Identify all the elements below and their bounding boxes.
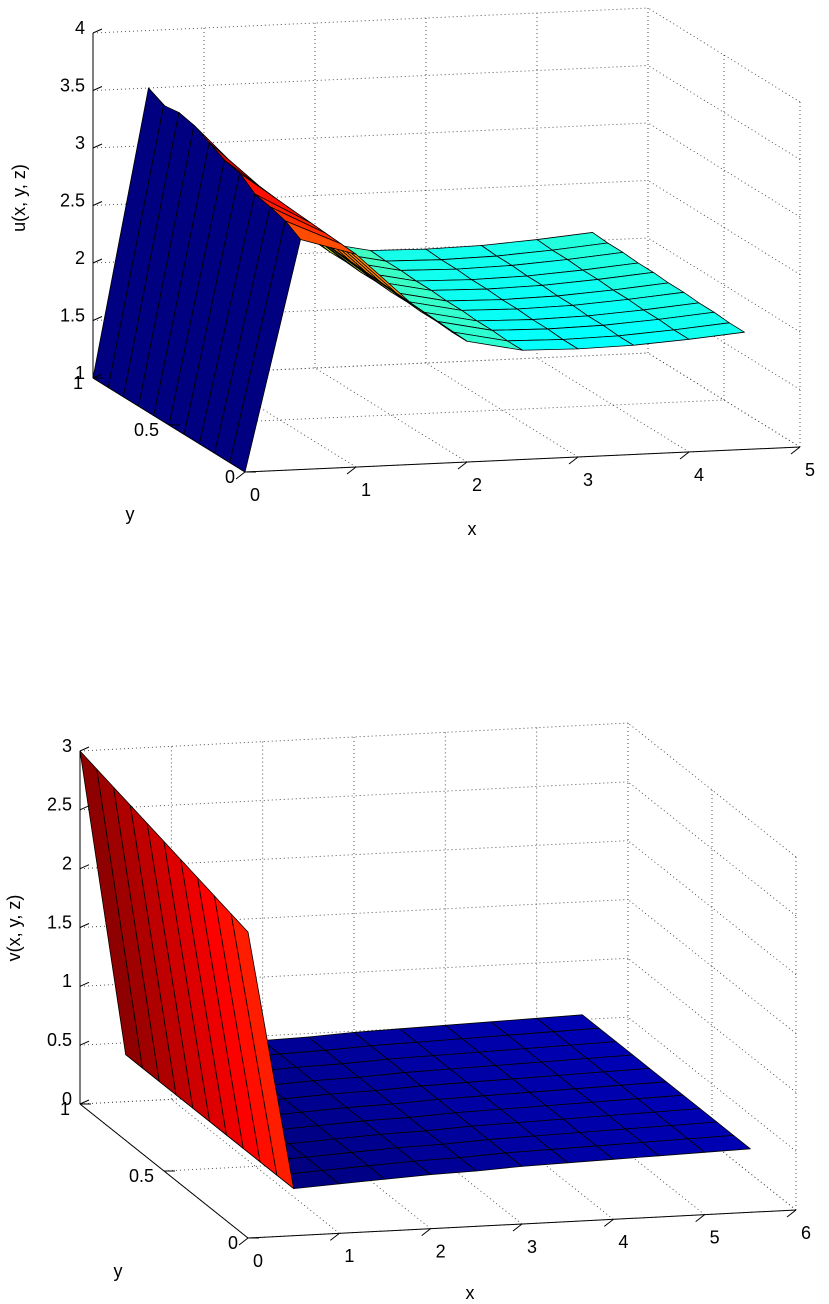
- x-tick-label: 2: [472, 475, 482, 495]
- x-tick: [695, 1214, 705, 1223]
- grid-line: [92, 65, 649, 91]
- axis-line: [244, 446, 801, 473]
- z-tick: [92, 28, 103, 34]
- y-tick-label: 1: [73, 373, 83, 393]
- x-tick-label: 6: [801, 1223, 811, 1243]
- x-tick-label: 0: [253, 1251, 263, 1271]
- grid-line: [314, 367, 468, 463]
- y-tick-label: 1: [60, 1099, 70, 1119]
- y-tick-label: 0.5: [134, 420, 159, 440]
- x-tick: [238, 1237, 249, 1246]
- grid-line: [647, 7, 801, 103]
- z-tick: [92, 373, 103, 379]
- x-tick: [346, 466, 357, 475]
- surface-face: [230, 913, 295, 1189]
- grid-line: [536, 357, 690, 453]
- x-tick-label: 5: [710, 1227, 720, 1247]
- z-tick: [92, 143, 103, 149]
- x-tick: [604, 1218, 614, 1227]
- x-axis-label: x: [468, 519, 477, 539]
- z-tick: [79, 864, 90, 870]
- z-tick-label: 3: [62, 736, 72, 756]
- x-tick: [330, 1232, 340, 1241]
- z-tick-label: 0.5: [47, 1030, 72, 1050]
- z-tick-label: 2: [75, 248, 85, 268]
- z-tick: [79, 805, 90, 811]
- z-tick-label: 4: [75, 18, 85, 38]
- x-tick: [235, 471, 246, 480]
- x-tick: [679, 451, 690, 460]
- x-tick: [512, 1223, 523, 1232]
- z-tick: [79, 1040, 90, 1046]
- y-tick-label: 0.5: [129, 1166, 154, 1186]
- x-tick-label: 4: [618, 1232, 628, 1252]
- z-tick: [92, 258, 103, 264]
- x-axis-label: x: [466, 1283, 475, 1303]
- z-tick: [92, 316, 103, 321]
- x-tick: [568, 456, 579, 465]
- y-axis-label: y: [114, 1261, 123, 1281]
- x-tick: [786, 1209, 797, 1218]
- grid-line: [647, 122, 801, 218]
- surface-face: [229, 220, 301, 473]
- z-tick-label: 1: [62, 971, 72, 991]
- grid-line: [647, 65, 801, 160]
- z-tick-label: 3: [75, 133, 85, 153]
- grid-line: [425, 362, 579, 458]
- z-tick-label: 2.5: [60, 190, 85, 210]
- x-tick: [790, 446, 801, 455]
- z-tick: [79, 1099, 90, 1105]
- grid-line: [92, 7, 649, 34]
- z-tick-label: 2.5: [47, 795, 72, 815]
- x-tick-label: 3: [527, 1237, 537, 1257]
- grid-line: [647, 352, 801, 448]
- grid-line: [647, 180, 801, 275]
- x-tick-label: 1: [344, 1246, 354, 1266]
- x-tick-label: 4: [694, 465, 704, 485]
- y-axis-label: y: [126, 504, 135, 524]
- z-tick-label: 3.5: [60, 75, 85, 95]
- y-tick-label: 0: [228, 1233, 238, 1253]
- x-tick-label: 0: [250, 485, 260, 505]
- x-tick: [421, 1228, 431, 1237]
- grid-line: [168, 399, 725, 426]
- z-tick-label: 1: [75, 363, 85, 383]
- z-axis-label: v(x, y, z): [4, 895, 24, 962]
- z-tick-label: 2: [62, 853, 72, 873]
- z-tick: [79, 746, 90, 752]
- y-tick-label: 0: [225, 467, 235, 487]
- z-tick: [79, 923, 90, 928]
- z-tick: [79, 981, 90, 987]
- x-tick: [457, 461, 468, 470]
- z-tick-label: 1.5: [60, 305, 85, 325]
- x-tick-label: 1: [361, 480, 371, 500]
- x-tick-label: 5: [805, 460, 815, 480]
- z-tick: [92, 201, 103, 206]
- z-tick: [92, 86, 103, 91]
- x-tick-label: 2: [436, 1241, 446, 1261]
- grid-line: [647, 237, 801, 333]
- z-axis-label: u(x, y, z): [9, 164, 29, 232]
- z-tick-label: 1.5: [47, 912, 72, 932]
- z-tick-label: 0: [62, 1089, 72, 1109]
- x-tick-label: 3: [583, 470, 593, 490]
